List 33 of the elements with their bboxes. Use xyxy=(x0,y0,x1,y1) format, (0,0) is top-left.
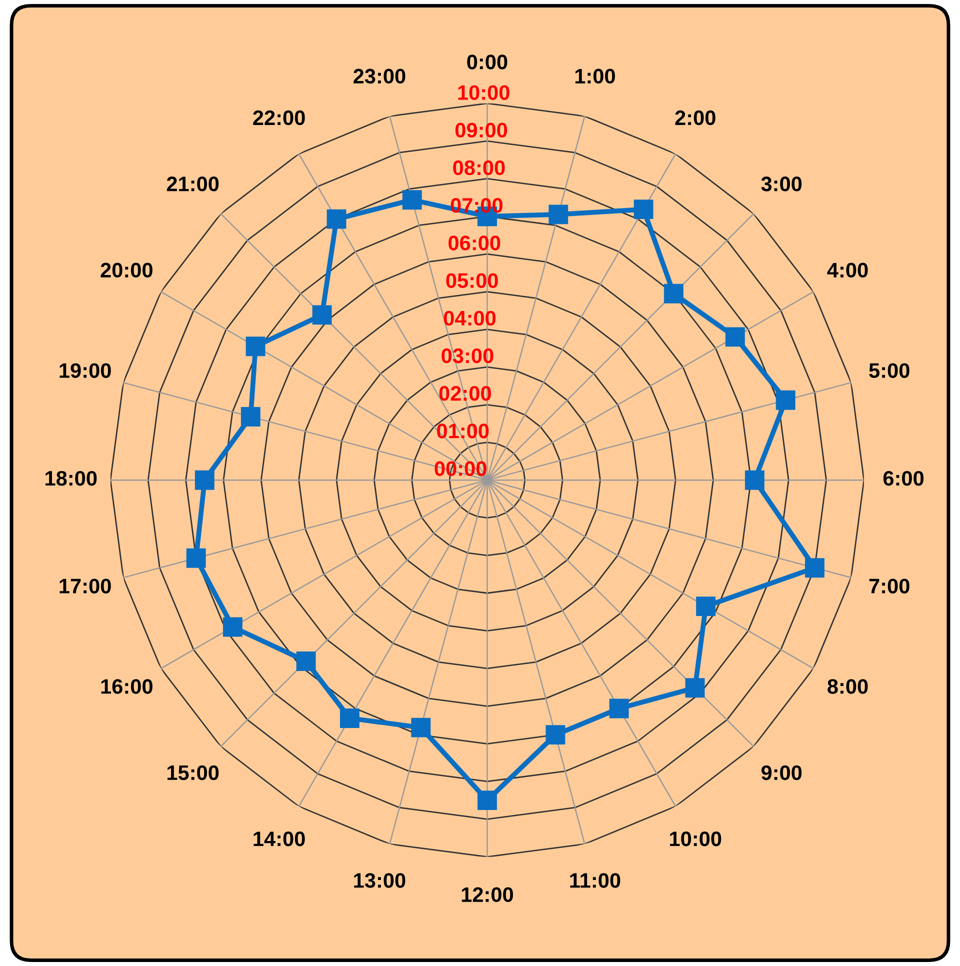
y-tick-label: 05:00 xyxy=(446,273,498,288)
spoke-label: 9:00 xyxy=(761,765,802,780)
spoke-label: 19:00 xyxy=(60,363,111,378)
spoke-label: 14:00 xyxy=(254,831,305,846)
spoke-label: 8:00 xyxy=(828,679,868,694)
y-tick-label: 01:00 xyxy=(437,424,489,438)
y-tick-label: 09:00 xyxy=(455,122,508,138)
spoke-label: 11:00 xyxy=(570,873,620,888)
y-tick-label: 08:00 xyxy=(453,160,505,176)
y-tick-label: 02:00 xyxy=(439,386,491,401)
spoke-label: 22:00 xyxy=(253,110,305,126)
spoke-label: 16:00 xyxy=(101,679,152,694)
spoke-label: 10:00 xyxy=(670,831,722,846)
y-tick-label: 03:00 xyxy=(442,348,494,364)
y-tick-label: 04:00 xyxy=(444,310,496,326)
spoke-label: 23:00 xyxy=(354,68,406,84)
spoke-label: 20:00 xyxy=(100,262,152,278)
y-tick-label: 06:00 xyxy=(448,236,500,250)
spoke-label: 4:00 xyxy=(827,262,868,278)
spoke-label: 7:00 xyxy=(869,578,910,594)
spoke-label: 2:00 xyxy=(675,110,716,126)
y-tick-label: 10:00 xyxy=(458,85,510,100)
spoke-label: 1:00 xyxy=(575,68,615,84)
spoke-label: 12:00 xyxy=(462,887,513,902)
spoke-label: 15:00 xyxy=(167,765,219,780)
spoke-label: 0:00 xyxy=(467,54,508,70)
spoke-label: 5:00 xyxy=(869,363,910,378)
spoke-label: 13:00 xyxy=(354,873,406,888)
spoke-label: 21:00 xyxy=(166,176,219,192)
spoke-label: 17:00 xyxy=(60,578,111,594)
spoke-label: 18:00 xyxy=(46,470,97,486)
spoke-label: 6:00 xyxy=(883,470,924,486)
spoke-label: 3:00 xyxy=(761,176,802,192)
